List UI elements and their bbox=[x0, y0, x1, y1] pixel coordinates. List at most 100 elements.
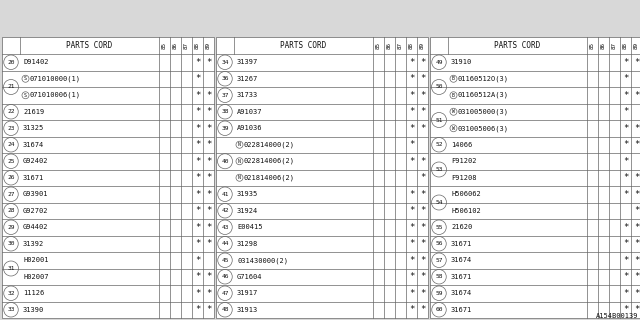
Bar bbox=[430, 37, 640, 318]
Text: G93901: G93901 bbox=[23, 191, 49, 197]
Text: 23: 23 bbox=[7, 126, 15, 131]
Text: 31674: 31674 bbox=[23, 142, 44, 148]
Text: *: * bbox=[409, 305, 414, 314]
Text: 31671: 31671 bbox=[451, 274, 472, 280]
Text: 43: 43 bbox=[221, 225, 228, 230]
Text: 56: 56 bbox=[435, 241, 443, 246]
Text: 31910: 31910 bbox=[451, 59, 472, 65]
Text: *: * bbox=[409, 223, 414, 232]
Text: 31935: 31935 bbox=[237, 191, 259, 197]
Text: W: W bbox=[452, 126, 455, 131]
Text: *: * bbox=[409, 58, 414, 67]
Text: 42: 42 bbox=[221, 208, 228, 213]
Text: *: * bbox=[420, 272, 425, 281]
Text: G94402: G94402 bbox=[23, 224, 49, 230]
Text: 01160512O(3): 01160512O(3) bbox=[458, 76, 509, 82]
Text: F91202: F91202 bbox=[451, 158, 477, 164]
Text: *: * bbox=[195, 91, 200, 100]
Text: PARTS CORD: PARTS CORD bbox=[280, 41, 326, 50]
Text: 27: 27 bbox=[7, 192, 15, 197]
Text: *: * bbox=[420, 124, 425, 133]
Text: 37: 37 bbox=[221, 93, 228, 98]
Text: B: B bbox=[452, 76, 455, 81]
Text: 24: 24 bbox=[7, 142, 15, 147]
Text: *: * bbox=[409, 272, 414, 281]
Text: G71604: G71604 bbox=[237, 274, 262, 280]
Text: *: * bbox=[420, 173, 425, 182]
Text: *: * bbox=[195, 239, 200, 248]
Text: 88: 88 bbox=[623, 42, 628, 49]
Text: G92402: G92402 bbox=[23, 158, 49, 164]
Text: 86: 86 bbox=[173, 42, 178, 49]
Text: 89: 89 bbox=[634, 42, 639, 49]
Text: *: * bbox=[409, 256, 414, 265]
Text: A154B00139: A154B00139 bbox=[595, 313, 638, 319]
Bar bbox=[2, 37, 214, 318]
Text: *: * bbox=[634, 58, 639, 67]
Text: *: * bbox=[195, 289, 200, 298]
Text: 26: 26 bbox=[7, 175, 15, 180]
Text: *: * bbox=[623, 157, 628, 166]
Text: H02001: H02001 bbox=[23, 257, 49, 263]
Text: *: * bbox=[206, 58, 211, 67]
Text: 38: 38 bbox=[221, 109, 228, 114]
Text: 45: 45 bbox=[221, 258, 228, 263]
Text: *: * bbox=[420, 256, 425, 265]
Text: 41: 41 bbox=[221, 192, 228, 197]
Text: *: * bbox=[420, 305, 425, 314]
Text: 30: 30 bbox=[7, 241, 15, 246]
Text: *: * bbox=[634, 305, 639, 314]
Text: *: * bbox=[623, 124, 628, 133]
Text: *: * bbox=[623, 107, 628, 116]
Text: *: * bbox=[420, 107, 425, 116]
Text: N: N bbox=[238, 142, 241, 147]
Text: 86: 86 bbox=[387, 42, 392, 49]
Text: *: * bbox=[634, 173, 639, 182]
Text: *: * bbox=[634, 272, 639, 281]
Text: *: * bbox=[420, 239, 425, 248]
Text: 21: 21 bbox=[7, 84, 15, 90]
Text: *: * bbox=[195, 305, 200, 314]
Text: 49: 49 bbox=[435, 60, 443, 65]
Text: *: * bbox=[623, 140, 628, 149]
Text: F91208: F91208 bbox=[451, 175, 477, 181]
Text: 88: 88 bbox=[409, 42, 414, 49]
Text: 47: 47 bbox=[221, 291, 228, 296]
Text: S: S bbox=[24, 93, 27, 98]
Text: 89: 89 bbox=[420, 42, 425, 49]
Text: *: * bbox=[409, 91, 414, 100]
Text: *: * bbox=[409, 107, 414, 116]
Text: *: * bbox=[206, 107, 211, 116]
Text: 31674: 31674 bbox=[451, 257, 472, 263]
Text: *: * bbox=[195, 140, 200, 149]
Text: *: * bbox=[623, 58, 628, 67]
Bar bbox=[216, 37, 428, 318]
Text: *: * bbox=[195, 272, 200, 281]
Text: 32: 32 bbox=[7, 291, 15, 296]
Text: *: * bbox=[623, 74, 628, 83]
Text: *: * bbox=[195, 256, 200, 265]
Text: 21619: 21619 bbox=[23, 109, 44, 115]
Text: *: * bbox=[206, 206, 211, 215]
Text: *: * bbox=[409, 239, 414, 248]
Text: 031005000(3): 031005000(3) bbox=[458, 108, 509, 115]
Text: H506062: H506062 bbox=[451, 191, 481, 197]
Text: A91037: A91037 bbox=[237, 109, 262, 115]
Text: 31390: 31390 bbox=[23, 307, 44, 313]
Text: 021814006(2): 021814006(2) bbox=[244, 174, 295, 181]
Text: *: * bbox=[206, 223, 211, 232]
Text: 31671: 31671 bbox=[23, 175, 44, 181]
Text: 071010000(1): 071010000(1) bbox=[30, 76, 81, 82]
Text: 31: 31 bbox=[7, 266, 15, 271]
Text: 85: 85 bbox=[590, 42, 595, 49]
Text: *: * bbox=[206, 272, 211, 281]
Text: W: W bbox=[452, 109, 455, 114]
Text: 31917: 31917 bbox=[237, 290, 259, 296]
Text: *: * bbox=[409, 157, 414, 166]
Text: *: * bbox=[634, 239, 639, 248]
Text: *: * bbox=[634, 124, 639, 133]
Text: *: * bbox=[195, 206, 200, 215]
Text: *: * bbox=[623, 289, 628, 298]
Text: *: * bbox=[623, 239, 628, 248]
Text: *: * bbox=[195, 157, 200, 166]
